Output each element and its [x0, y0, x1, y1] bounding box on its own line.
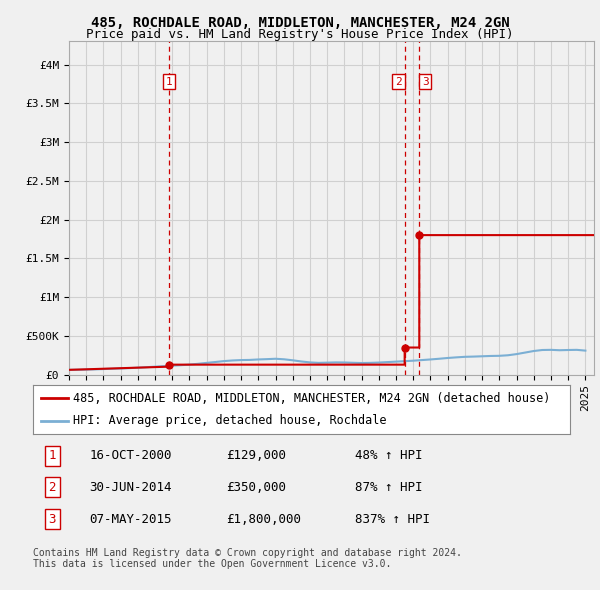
Text: 3: 3 — [422, 77, 428, 87]
Text: 837% ↑ HPI: 837% ↑ HPI — [355, 513, 430, 526]
Text: Contains HM Land Registry data © Crown copyright and database right 2024.
This d: Contains HM Land Registry data © Crown c… — [33, 548, 462, 569]
Text: 87% ↑ HPI: 87% ↑ HPI — [355, 481, 422, 494]
Text: 07-MAY-2015: 07-MAY-2015 — [89, 513, 172, 526]
Text: 16-OCT-2000: 16-OCT-2000 — [89, 449, 172, 462]
Text: 30-JUN-2014: 30-JUN-2014 — [89, 481, 172, 494]
Text: 2: 2 — [395, 77, 402, 87]
Text: 485, ROCHDALE ROAD, MIDDLETON, MANCHESTER, M24 2GN (detached house): 485, ROCHDALE ROAD, MIDDLETON, MANCHESTE… — [73, 392, 551, 405]
Text: 2: 2 — [49, 481, 56, 494]
Text: £350,000: £350,000 — [226, 481, 286, 494]
Text: 1: 1 — [49, 449, 56, 462]
Text: 485, ROCHDALE ROAD, MIDDLETON, MANCHESTER, M24 2GN: 485, ROCHDALE ROAD, MIDDLETON, MANCHESTE… — [91, 16, 509, 30]
Text: £129,000: £129,000 — [226, 449, 286, 462]
Text: 3: 3 — [49, 513, 56, 526]
Text: 48% ↑ HPI: 48% ↑ HPI — [355, 449, 422, 462]
Text: Price paid vs. HM Land Registry's House Price Index (HPI): Price paid vs. HM Land Registry's House … — [86, 28, 514, 41]
Text: 1: 1 — [165, 77, 172, 87]
Text: £1,800,000: £1,800,000 — [226, 513, 301, 526]
Text: HPI: Average price, detached house, Rochdale: HPI: Average price, detached house, Roch… — [73, 414, 387, 427]
